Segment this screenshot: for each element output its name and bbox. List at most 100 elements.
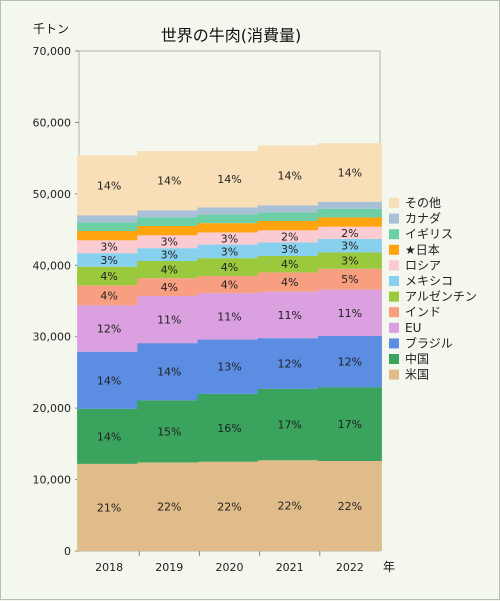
bar-segment (77, 215, 142, 223)
bar-segment (257, 338, 322, 389)
bar-segment-label: 2% (341, 227, 358, 240)
bar-segment (77, 285, 142, 306)
bar-segment (317, 226, 382, 239)
bar-segment-label: 13% (217, 361, 241, 374)
bar-segment (77, 253, 142, 267)
bar-segment (137, 278, 202, 296)
bar-segment (317, 387, 382, 461)
bar-segment (137, 248, 202, 261)
legend-label: EU (405, 321, 421, 335)
legend-label: ブラジル (405, 335, 453, 350)
x-tick-label: 2022 (336, 561, 364, 574)
bar-segment (137, 400, 202, 463)
bar-segment-label: 14% (157, 366, 181, 379)
bar-segment (257, 388, 322, 461)
bar-segment-label: 14% (97, 374, 121, 387)
bar-segment (197, 232, 262, 245)
bar-segment (77, 222, 142, 231)
legend-label: イギリス (405, 227, 453, 241)
legend-label: ロシア (405, 258, 441, 272)
bar-segment-label: 2% (281, 230, 298, 243)
bar-segment-label: 14% (97, 179, 121, 192)
bar-segment-label: 4% (161, 264, 178, 277)
bar-segment-label: 21% (97, 501, 121, 514)
bar-segment (197, 258, 262, 276)
bar-segment-label: 22% (217, 500, 241, 513)
bar-segment (197, 244, 262, 259)
x-tick-label: 2018 (95, 561, 123, 574)
legend-label: 米国 (405, 368, 429, 382)
bar-segment (197, 339, 262, 394)
bar-segment (197, 151, 262, 208)
bar-segment (317, 289, 382, 336)
y-tick-label: 0 (64, 545, 71, 558)
legend-swatch (389, 338, 399, 349)
bar-segment (257, 272, 322, 292)
bar-segment (137, 261, 202, 279)
x-axis-unit-label: 年 (383, 560, 395, 574)
bar-segment (317, 201, 382, 209)
bar-segment-label: 14% (338, 166, 362, 179)
bar-segment-label: 4% (281, 258, 298, 271)
bar-segment (257, 230, 322, 243)
bar-segment (137, 343, 202, 401)
bar-segment-label: 5% (341, 273, 358, 286)
legend-swatch (389, 369, 399, 380)
bar-segment (77, 351, 142, 409)
bar-segment-label: 16% (217, 422, 241, 435)
bar-segment (137, 462, 202, 551)
bar-segment-label: 3% (161, 236, 178, 249)
bar-segment-label: 14% (277, 169, 301, 182)
bar-segment (317, 461, 382, 551)
bar-segment (197, 223, 262, 233)
bar-segment (77, 266, 142, 286)
bar-segment-label: 3% (221, 245, 238, 258)
bar-segment-label: 22% (157, 501, 181, 514)
x-tick-label: 2020 (216, 561, 244, 574)
bar-segment (197, 207, 262, 215)
legend-label: 中国 (405, 351, 429, 366)
chart-title: 世界の牛肉(消費量) (161, 26, 302, 45)
legend-label: アルゼンチン (405, 290, 477, 304)
legend-swatch (389, 198, 399, 208)
bar-segment (197, 214, 262, 224)
y-tick-label: 10,000 (33, 474, 72, 487)
bar-segment (317, 252, 382, 269)
bar-segment-label: 12% (277, 358, 301, 371)
legend-swatch (389, 229, 399, 240)
y-tick-label: 60,000 (33, 116, 72, 129)
bar-segment (257, 256, 322, 273)
bar-segment (137, 226, 202, 236)
legend-label: インド (405, 305, 441, 319)
x-tick-label: 2019 (155, 561, 183, 574)
bar-segment (317, 336, 382, 388)
x-tick-label: 2021 (276, 561, 304, 574)
bar-segment (197, 293, 262, 340)
bar-segment (197, 461, 262, 551)
bar-segment-label: 11% (338, 307, 362, 320)
bar-segment (77, 408, 142, 464)
legend-swatch (389, 213, 399, 224)
bar-segment (197, 393, 262, 462)
bar-segment (257, 460, 322, 551)
bar-segment-label: 3% (161, 249, 178, 262)
bar-segment-label: 3% (341, 255, 358, 268)
bar-segment-label: 3% (221, 233, 238, 246)
bar-segment-label: 22% (277, 500, 301, 513)
bar-segment-label: 3% (341, 240, 358, 253)
bar-segment (317, 143, 382, 202)
legend-label: メキシコ (405, 274, 453, 288)
bar-segment-label: 11% (277, 309, 301, 322)
bar-segment (77, 463, 142, 551)
bar-segment (257, 242, 322, 256)
bar-segment (257, 212, 322, 221)
bar-segment (137, 235, 202, 249)
bar-segment (77, 240, 142, 254)
bar-segment (137, 210, 202, 218)
bar-segment (257, 145, 322, 206)
bar-segment-label: 22% (338, 500, 362, 513)
bar-segment (197, 276, 262, 294)
bar-segment (137, 217, 202, 226)
bar-segment (317, 238, 382, 253)
